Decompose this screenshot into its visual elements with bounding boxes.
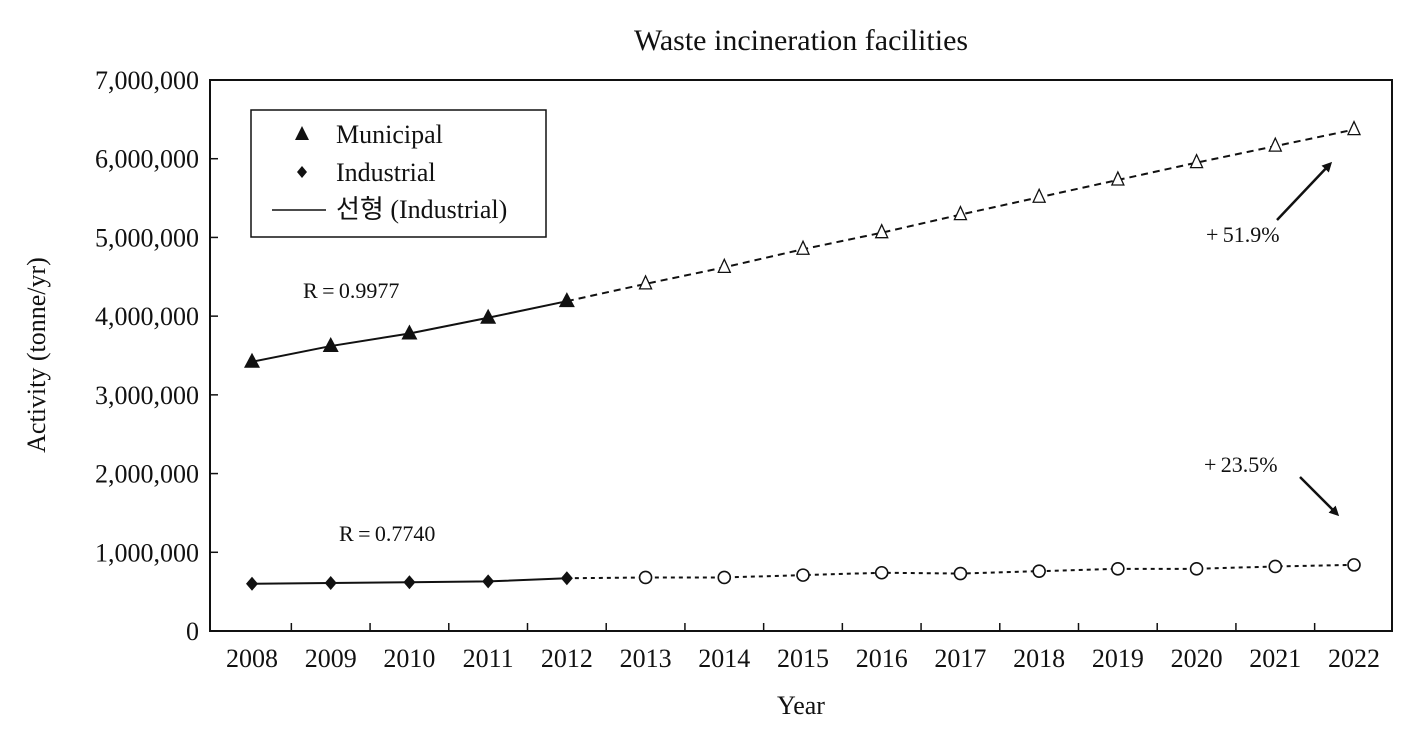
y-tick-label: 4,000,000 bbox=[95, 302, 199, 331]
industrial-projected-point bbox=[796, 568, 810, 582]
municipal-projected-point bbox=[638, 274, 653, 290]
industrial-point bbox=[324, 575, 337, 590]
industrial-projected-point bbox=[1347, 558, 1361, 572]
x-tick-label: 2013 bbox=[620, 644, 672, 673]
x-tick-label: 2014 bbox=[698, 644, 750, 673]
x-tick-label: 2020 bbox=[1171, 644, 1223, 673]
municipal-projected-point bbox=[1346, 120, 1362, 136]
chart-title: Waste incineration facilities bbox=[634, 24, 968, 57]
annotation-r-municipal: R = 0.9977 bbox=[303, 278, 399, 303]
y-tick-label: 1,000,000 bbox=[95, 538, 199, 567]
industrial-projected-point bbox=[953, 566, 968, 581]
industrial-point bbox=[403, 575, 416, 590]
y-tick-label: 0 bbox=[186, 617, 199, 646]
legend-diamond-icon bbox=[297, 166, 307, 178]
x-tick-label: 2019 bbox=[1092, 644, 1144, 673]
annotation-growth-municipal: + 51.9% bbox=[1206, 222, 1280, 247]
industrial-projected-point bbox=[1111, 562, 1125, 576]
legend-label-trend: 선형 (Industrial) bbox=[336, 195, 507, 224]
industrial-point bbox=[482, 574, 495, 589]
x-tick-label: 2010 bbox=[383, 644, 435, 673]
x-tick-label: 2011 bbox=[463, 644, 514, 673]
municipal-projected-point bbox=[953, 205, 968, 221]
x-tick-label: 2016 bbox=[856, 644, 908, 673]
legend-label-industrial: Industrial bbox=[336, 158, 436, 187]
x-axis: 2008 2009 2010 2011 2012 2013 2014 2015 2016 2017… bbox=[226, 623, 1380, 673]
municipal-point bbox=[480, 308, 497, 324]
x-tick-label: 2015 bbox=[777, 644, 829, 673]
y-tick-label: 5,000,000 bbox=[95, 223, 199, 252]
municipal-point bbox=[322, 337, 339, 353]
industrial-projected-point bbox=[717, 570, 732, 585]
y-tick-label: 6,000,000 bbox=[95, 145, 199, 174]
x-tick-label: 2017 bbox=[934, 644, 986, 673]
x-tick-label: 2018 bbox=[1013, 644, 1065, 673]
legend-triangle-icon bbox=[295, 126, 309, 140]
x-tick-label: 2021 bbox=[1249, 644, 1301, 673]
industrial-point bbox=[246, 576, 258, 591]
x-tick-label: 2008 bbox=[226, 644, 278, 673]
municipal-projected-point bbox=[1189, 153, 1204, 169]
annotation-r-industrial: R = 0.7740 bbox=[339, 521, 435, 546]
x-tick-label: 2009 bbox=[305, 644, 357, 673]
municipal-projected-point bbox=[1110, 170, 1125, 186]
arrow-municipal-icon bbox=[1276, 161, 1333, 221]
municipal-projected-point bbox=[1268, 136, 1283, 152]
municipal-point bbox=[558, 292, 575, 308]
municipal-point bbox=[244, 352, 260, 368]
arrow-industrial-icon bbox=[1299, 476, 1340, 517]
industrial-point bbox=[560, 571, 573, 586]
y-tick-label: 7,000,000 bbox=[95, 66, 199, 95]
series-layer bbox=[244, 120, 1362, 591]
plot-area-frame bbox=[209, 79, 1393, 632]
municipal-projected-point bbox=[795, 239, 811, 255]
annotation-growth-industrial: + 23.5% bbox=[1204, 452, 1278, 477]
industrial-projected-point bbox=[874, 565, 889, 580]
industrial-projected-point bbox=[1189, 562, 1204, 576]
y-axis: 0 1,000,000 2,000,000 3,000,000 4,000,000 5,0… bbox=[95, 66, 218, 646]
x-axis-label: Year bbox=[777, 691, 825, 720]
y-axis-label: Activity (tonne/yr) bbox=[22, 257, 51, 453]
industrial-projected-point bbox=[1032, 564, 1046, 578]
legend-label-municipal: Municipal bbox=[336, 120, 443, 149]
y-tick-label: 3,000,000 bbox=[95, 381, 199, 410]
municipal-projected-point bbox=[874, 223, 889, 239]
x-tick-label: 2012 bbox=[541, 644, 593, 673]
municipal-point bbox=[401, 324, 418, 340]
industrial-projected-point bbox=[638, 570, 653, 585]
municipal-projected-point bbox=[1032, 187, 1047, 203]
municipal-projected-point bbox=[717, 257, 732, 273]
y-tick-label: 2,000,000 bbox=[95, 460, 199, 489]
x-tick-label: 2022 bbox=[1328, 644, 1380, 673]
legend: Municipal Industrial 선형 (Industrial) bbox=[250, 109, 547, 238]
industrial-projected-point bbox=[1268, 559, 1283, 574]
